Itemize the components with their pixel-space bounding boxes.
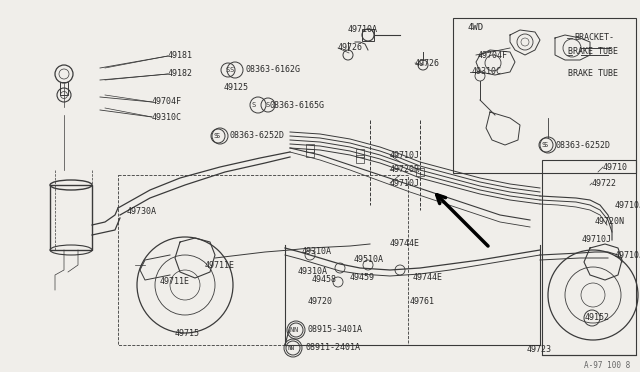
Text: BRACKET-: BRACKET- [574,33,614,42]
Text: 49711E: 49711E [205,260,235,269]
Text: N: N [293,327,297,333]
Bar [60,82,68,95]
Text: 49722: 49722 [592,179,617,187]
Text: S: S [543,142,547,148]
Text: 49710J: 49710J [390,151,420,160]
Text: S: S [214,133,218,139]
Text: 49704F: 49704F [478,51,508,61]
Text: 49744E: 49744E [413,273,443,282]
Text: S: S [252,102,256,108]
Text: 49152: 49152 [585,314,610,323]
Text: 49710J: 49710J [615,251,640,260]
Text: S: S [215,133,220,139]
Text: 4WD: 4WD [468,23,484,32]
Text: 08363-6165G: 08363-6165G [269,100,324,109]
Text: 49761: 49761 [410,298,435,307]
Bar [306,149,314,157]
Text: BRAKE TUBE: BRAKE TUBE [568,48,618,57]
Text: 49510A: 49510A [354,256,384,264]
Text: 49710J: 49710J [615,202,640,211]
Text: 49730A: 49730A [127,208,157,217]
Text: 49459: 49459 [350,273,375,282]
Bar [356,155,364,163]
Bar [416,168,424,176]
Text: 49125: 49125 [224,83,249,92]
Text: 49723: 49723 [527,346,552,355]
Bar [453,18,636,173]
Bar [362,29,374,41]
Bar [306,144,314,152]
Text: 08915-3401A: 08915-3401A [308,326,363,334]
Text: S: S [265,102,269,108]
Text: 49182: 49182 [168,70,193,78]
Text: 49310A: 49310A [298,267,328,276]
Text: 49704F: 49704F [152,97,182,106]
Text: 49744E: 49744E [390,240,420,248]
Bar [50,185,92,250]
Text: 49710: 49710 [603,163,628,171]
Text: 08363-6162G: 08363-6162G [246,65,301,74]
Text: 49726: 49726 [415,58,440,67]
Text: 49710J: 49710J [390,179,420,187]
Text: 49181: 49181 [168,51,193,61]
Text: 08363-6252D: 08363-6252D [230,131,285,141]
Text: S: S [542,142,547,148]
Text: 49715: 49715 [175,328,200,337]
Text: S: S [229,67,233,73]
Text: N: N [290,345,294,351]
Text: 49310C: 49310C [472,67,502,77]
Text: 49720: 49720 [308,298,333,307]
Text: 49458: 49458 [312,276,337,285]
Text: 49710J: 49710J [582,235,612,244]
Text: BRAKE TUBE: BRAKE TUBE [568,68,618,77]
Text: N: N [287,345,291,351]
Text: 08911-2401A: 08911-2401A [305,343,360,353]
Bar [118,175,408,345]
Text: 49310A: 49310A [302,247,332,257]
Text: 49710A: 49710A [348,26,378,35]
Text: 08363-6252D: 08363-6252D [556,141,611,150]
Text: A-97 100 8: A-97 100 8 [584,360,630,369]
Bar [356,149,364,157]
Text: 49720N: 49720N [595,218,625,227]
Text: 49726: 49726 [338,44,363,52]
Text: 49711E: 49711E [160,278,190,286]
Text: S: S [225,67,229,73]
Text: 49310C: 49310C [152,112,182,122]
Text: N: N [290,327,294,333]
Bar [542,160,636,355]
Text: 49720R: 49720R [390,166,420,174]
